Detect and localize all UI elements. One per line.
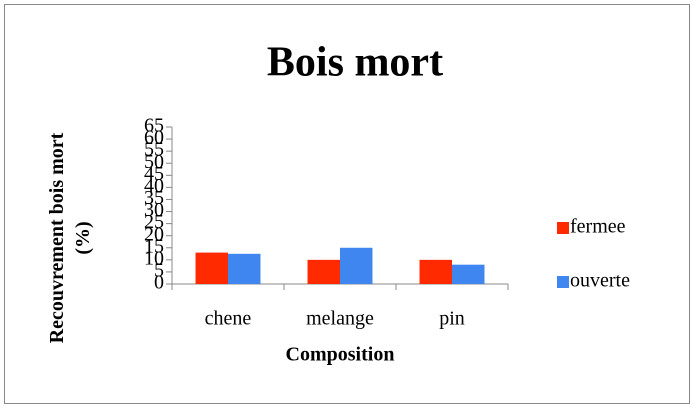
- y-tick-label: 10: [144, 247, 164, 269]
- y-tick-label: 5: [154, 260, 164, 282]
- y-tick-label: 25: [144, 211, 164, 233]
- y-tick-label: 35: [144, 187, 164, 209]
- x-tick-label: chene: [205, 308, 252, 330]
- x-tick-label: pin: [439, 308, 465, 330]
- y-tick-label: 60: [144, 127, 164, 149]
- x-axis-label: Composition: [286, 344, 395, 366]
- bar: [228, 253, 261, 284]
- legend-label: fermee: [570, 216, 626, 238]
- bar: [307, 259, 340, 284]
- y-tick-label: 65: [144, 115, 164, 137]
- bar: [419, 259, 452, 284]
- chart-title: Bois mort: [267, 40, 443, 86]
- legend-swatch: [557, 276, 569, 288]
- y-tick-label: 20: [144, 223, 164, 245]
- y-tick-label: 0: [154, 272, 164, 294]
- bar: [340, 247, 373, 284]
- bar: [195, 252, 228, 284]
- y-tick-label: 55: [144, 139, 164, 161]
- legend-label: ouverte: [570, 270, 630, 292]
- y-tick-label: 50: [144, 151, 164, 173]
- bar: [452, 264, 485, 284]
- y-tick-label: 40: [144, 175, 164, 197]
- chart-border: [4, 4, 690, 404]
- x-tick-label: melange: [306, 308, 374, 330]
- y-tick-label: 15: [144, 235, 164, 257]
- legend-swatch: [557, 222, 569, 234]
- y-tick-label: 30: [144, 199, 164, 221]
- y-tick-label: 45: [144, 163, 164, 185]
- y-axis-label: Recouvrement bois mort (%): [46, 132, 94, 344]
